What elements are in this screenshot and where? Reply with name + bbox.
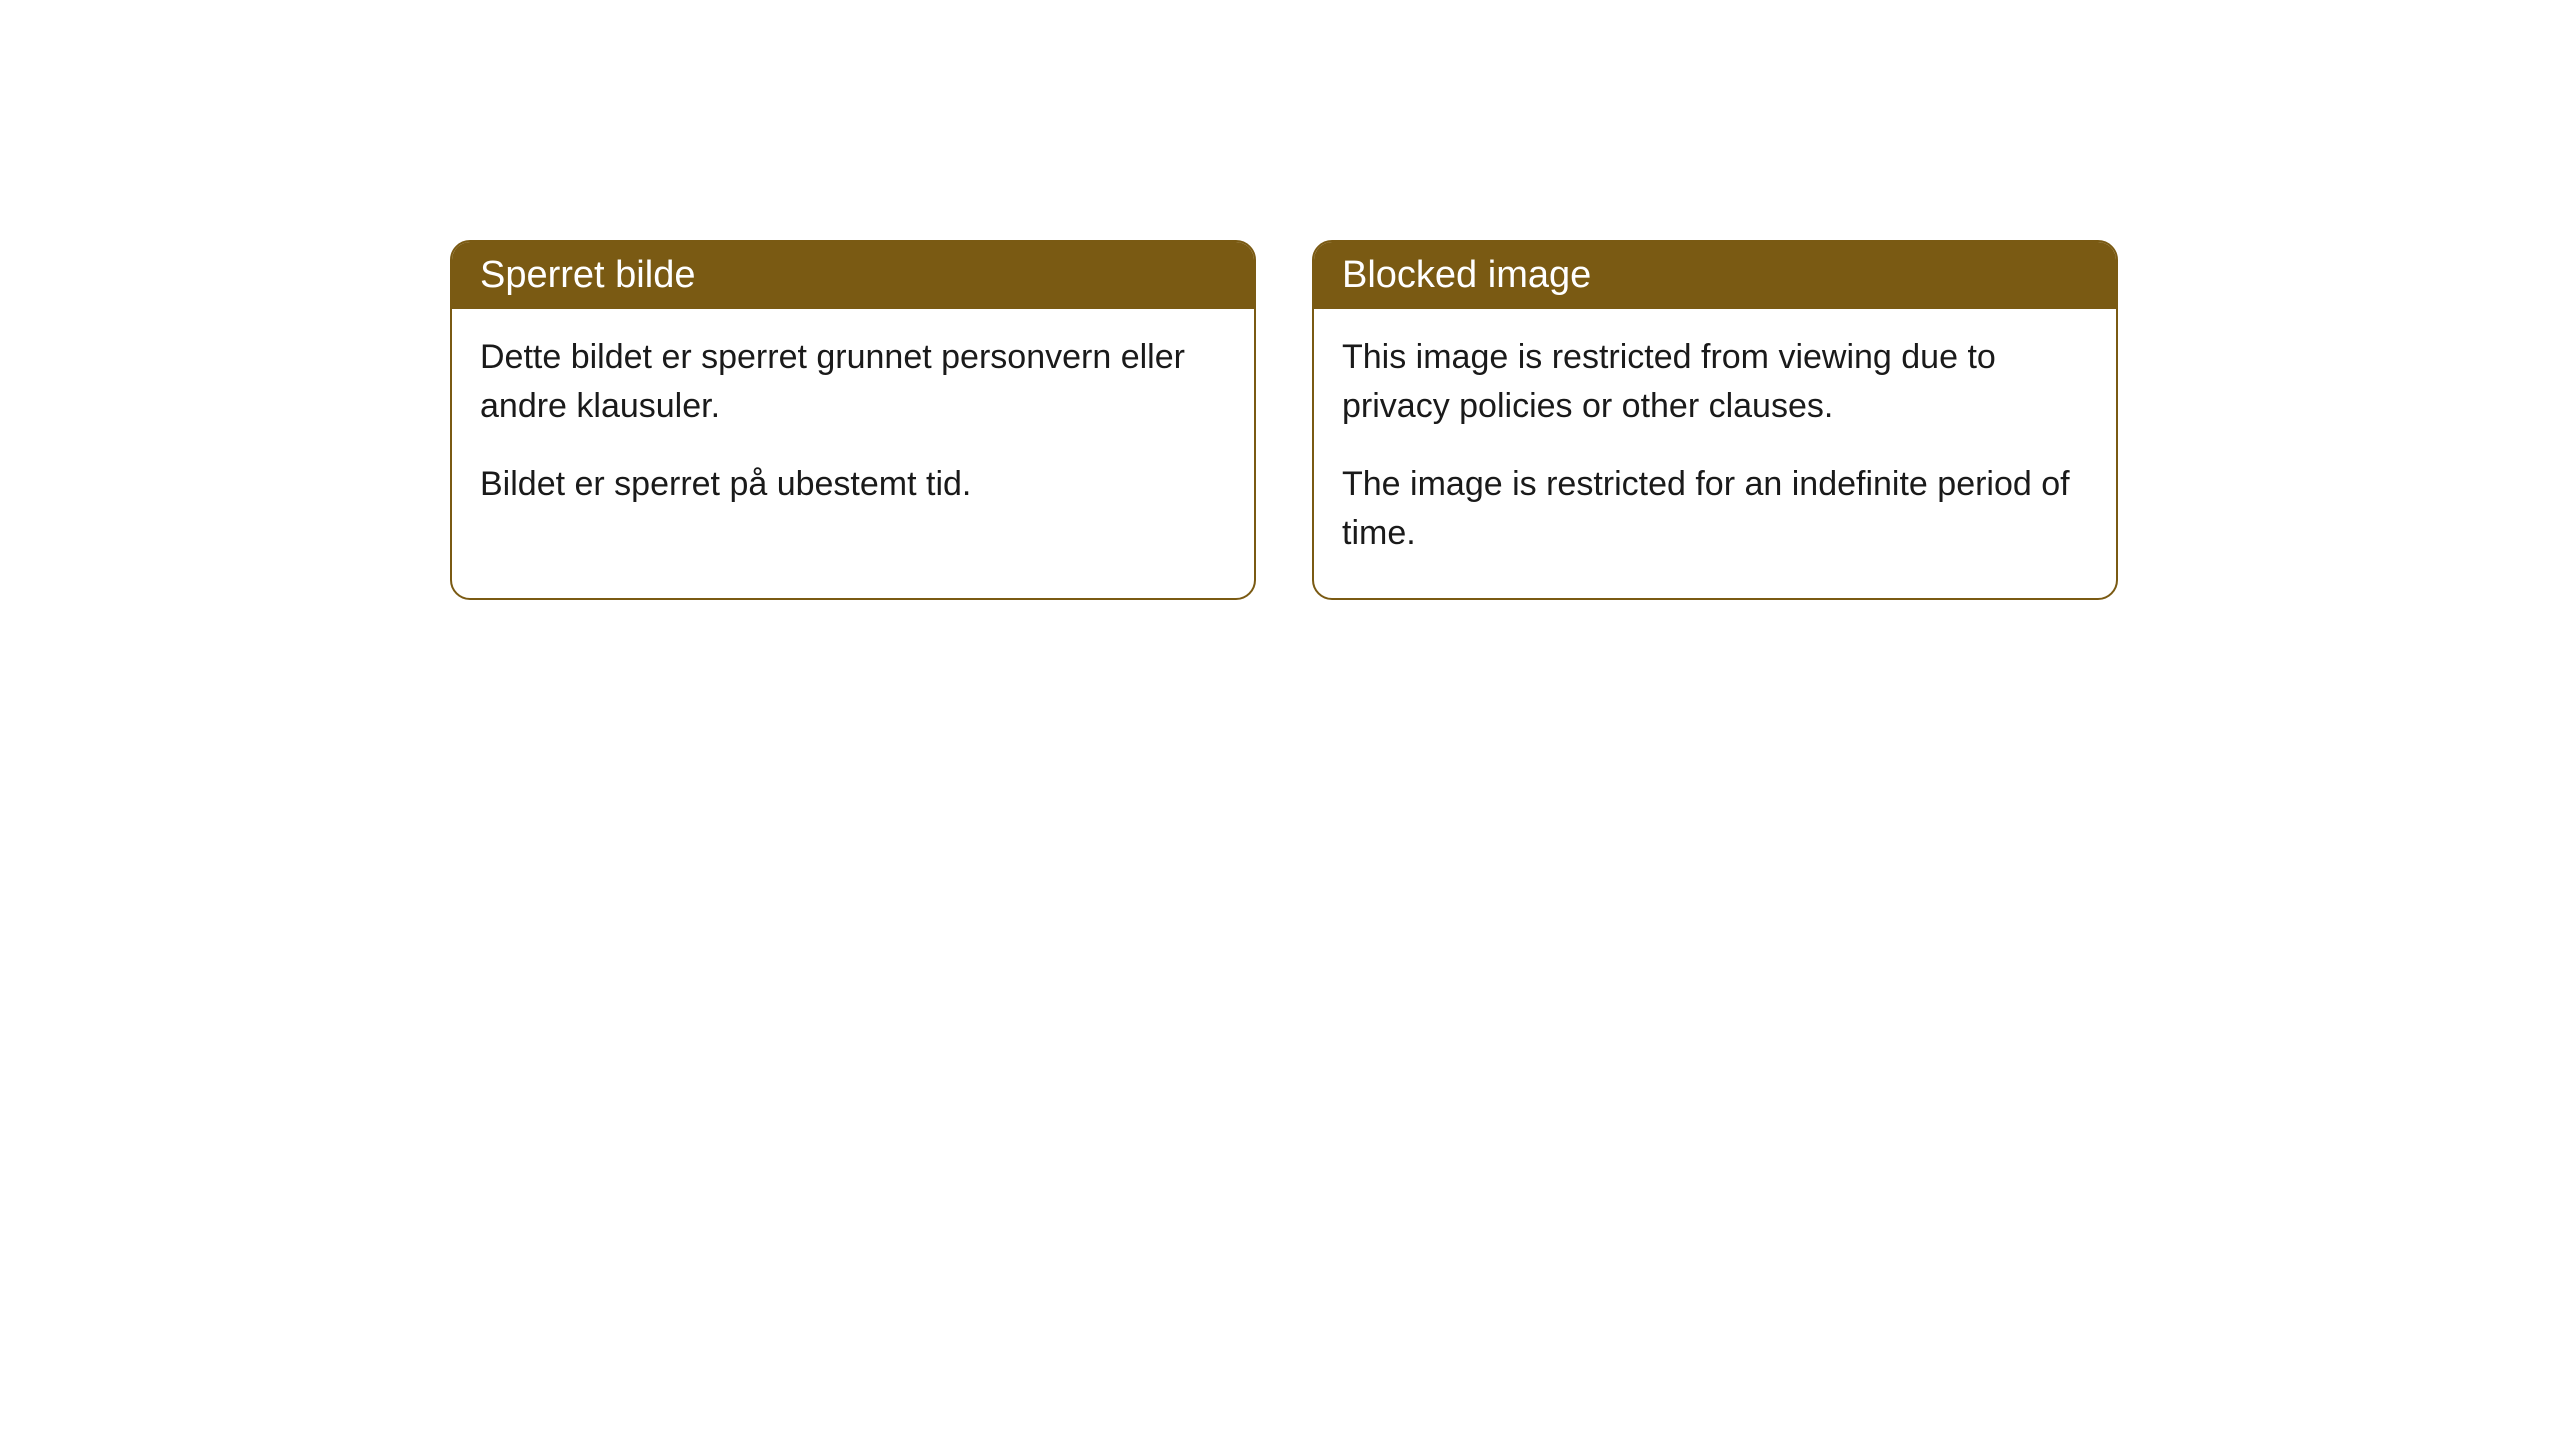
card-english: Blocked image This image is restricted f… — [1312, 240, 2118, 600]
card-body-english: This image is restricted from viewing du… — [1314, 309, 2116, 598]
paragraph-norwegian-1: Dette bildet er sperret grunnet personve… — [480, 333, 1226, 432]
card-body-norwegian: Dette bildet er sperret grunnet personve… — [452, 309, 1254, 549]
paragraph-english-1: This image is restricted from viewing du… — [1342, 333, 2088, 432]
card-header-norwegian: Sperret bilde — [452, 242, 1254, 309]
card-norwegian: Sperret bilde Dette bildet er sperret gr… — [450, 240, 1256, 600]
paragraph-english-2: The image is restricted for an indefinit… — [1342, 460, 2088, 559]
card-header-english: Blocked image — [1314, 242, 2116, 309]
cards-container: Sperret bilde Dette bildet er sperret gr… — [450, 240, 2560, 600]
paragraph-norwegian-2: Bildet er sperret på ubestemt tid. — [480, 460, 1226, 509]
